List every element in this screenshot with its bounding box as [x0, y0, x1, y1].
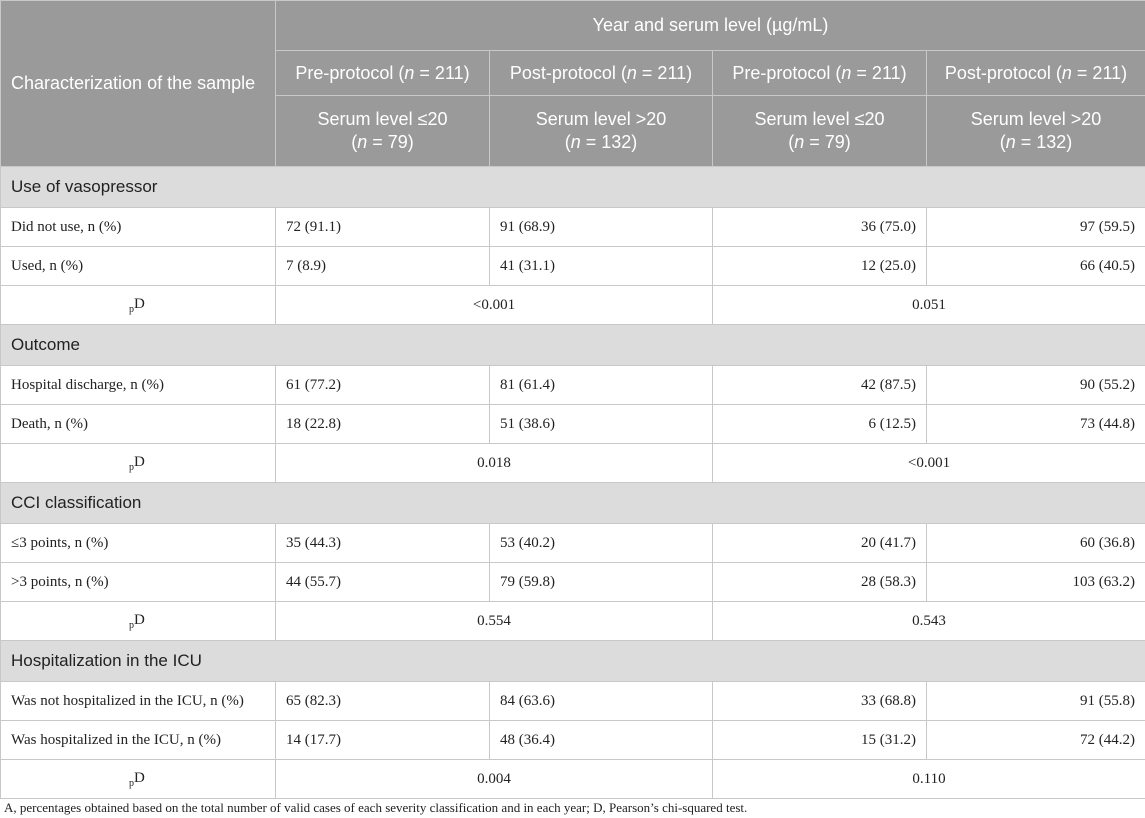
data-table: Characterization of the sample Year and …: [0, 0, 1145, 799]
row-label: Was hospitalized in the ICU, n (%): [0, 720, 276, 760]
cell-value: 48 (36.4): [489, 720, 713, 760]
serum-header: Serum level >20 (n = 132): [489, 95, 713, 167]
p-value: <0.001: [275, 285, 713, 325]
cell-value: 79 (59.8): [489, 562, 713, 602]
cell-value: 53 (40.2): [489, 523, 713, 563]
cell-value: 60 (36.8): [926, 523, 1145, 563]
cell-value: 14 (17.7): [275, 720, 490, 760]
section-title: Use of vasopressor: [0, 166, 1145, 208]
p-value: 0.018: [275, 443, 713, 483]
cell-value: 51 (38.6): [489, 404, 713, 444]
p-label: pD: [0, 443, 276, 483]
period-header: Pre-protocol (n = 211): [712, 50, 927, 96]
serum-header: Serum level ≤20 (n = 79): [712, 95, 927, 167]
cell-value: 20 (41.7): [712, 523, 927, 563]
row-label: Was not hospitalized in the ICU, n (%): [0, 681, 276, 721]
p-value: 0.543: [712, 601, 1145, 641]
section-title: Hospitalization in the ICU: [0, 640, 1145, 682]
p-value-row: pD 0.018 <0.001: [0, 443, 1145, 483]
row-label: Death, n (%): [0, 404, 276, 444]
p-label: pD: [0, 285, 276, 325]
p-value: <0.001: [712, 443, 1145, 483]
cell-value: 18 (22.8): [275, 404, 490, 444]
period-header-row: Pre-protocol (n = 211) Post-protocol (n …: [1, 50, 1145, 96]
serum-header-row: Serum level ≤20 (n = 79) Serum level >20(…: [1, 95, 1145, 167]
cell-value: 72 (91.1): [275, 207, 490, 247]
cell-value: 90 (55.2): [926, 365, 1145, 405]
section-title: CCI classification: [0, 482, 1145, 524]
serum-header: Serum level >20 (n = 132): [926, 95, 1145, 167]
cell-value: 12 (25.0): [712, 246, 927, 286]
row-label: Hospital discharge, n (%): [0, 365, 276, 405]
p-value: 0.051: [712, 285, 1145, 325]
table-row: Was hospitalized in the ICU, n (%) 14 (1…: [0, 720, 1145, 760]
cell-value: 42 (87.5): [712, 365, 927, 405]
cell-value: 33 (68.8): [712, 681, 927, 721]
table-row: ≤3 points, n (%) 35 (44.3) 53 (40.2) 20 …: [0, 523, 1145, 563]
cell-value: 103 (63.2): [926, 562, 1145, 602]
row-label-header: Characterization of the sample: [0, 0, 276, 167]
p-value: 0.554: [275, 601, 713, 641]
cell-value: 7 (8.9): [275, 246, 490, 286]
cell-value: 91 (68.9): [489, 207, 713, 247]
cell-value: 28 (58.3): [712, 562, 927, 602]
table-row: Death, n (%) 18 (22.8) 51 (38.6) 6 (12.5…: [0, 404, 1145, 444]
p-value: 0.004: [275, 759, 713, 799]
table-row: Hospital discharge, n (%) 61 (77.2) 81 (…: [0, 365, 1145, 405]
cell-value: 15 (31.2): [712, 720, 927, 760]
section-header-row: Use of vasopressor: [0, 166, 1145, 208]
cell-value: 35 (44.3): [275, 523, 490, 563]
table-row: Did not use, n (%) 72 (91.1) 91 (68.9) 3…: [0, 207, 1145, 247]
table-row: >3 points, n (%) 44 (55.7) 79 (59.8) 28 …: [0, 562, 1145, 602]
p-value: 0.110: [712, 759, 1145, 799]
cell-value: 41 (31.1): [489, 246, 713, 286]
section-header-row: Hospitalization in the ICU: [0, 640, 1145, 682]
group-title-header: Year and serum level (µg/mL): [275, 0, 1145, 51]
serum-header: Serum level ≤20 (n = 79): [275, 95, 490, 167]
cell-value: 84 (63.6): [489, 681, 713, 721]
row-label: ≤3 points, n (%): [0, 523, 276, 563]
row-label: >3 points, n (%): [0, 562, 276, 602]
p-value-row: pD <0.001 0.051: [0, 285, 1145, 325]
row-label: Used, n (%): [0, 246, 276, 286]
table-row: Was not hospitalized in the ICU, n (%) 6…: [0, 681, 1145, 721]
cell-value: 91 (55.8): [926, 681, 1145, 721]
section-title: Outcome: [0, 324, 1145, 366]
section-header-row: Outcome: [0, 324, 1145, 366]
cell-value: 81 (61.4): [489, 365, 713, 405]
cell-value: 66 (40.5): [926, 246, 1145, 286]
cell-value: 73 (44.8): [926, 404, 1145, 444]
table-footnote: A, percentages obtained based on the tot…: [4, 800, 748, 815]
table-row: Used, n (%) 7 (8.9) 41 (31.1) 12 (25.0) …: [0, 246, 1145, 286]
period-header: Post-protocol (n = 211): [926, 50, 1145, 96]
cell-value: 72 (44.2): [926, 720, 1145, 760]
row-label: Did not use, n (%): [0, 207, 276, 247]
cell-value: 61 (77.2): [275, 365, 490, 405]
section-header-row: CCI classification: [0, 482, 1145, 524]
cell-value: 97 (59.5): [926, 207, 1145, 247]
period-header: Post-protocol (n = 211): [489, 50, 713, 96]
cell-value: 44 (55.7): [275, 562, 490, 602]
cell-value: 65 (82.3): [275, 681, 490, 721]
p-label: pD: [0, 759, 276, 799]
cell-value: 6 (12.5): [712, 404, 927, 444]
p-value-row: pD 0.554 0.543: [0, 601, 1145, 641]
period-header: Pre-protocol (n = 211): [275, 50, 490, 96]
cell-value: 36 (75.0): [712, 207, 927, 247]
p-label: pD: [0, 601, 276, 641]
p-value-row: pD 0.004 0.110: [0, 759, 1145, 799]
